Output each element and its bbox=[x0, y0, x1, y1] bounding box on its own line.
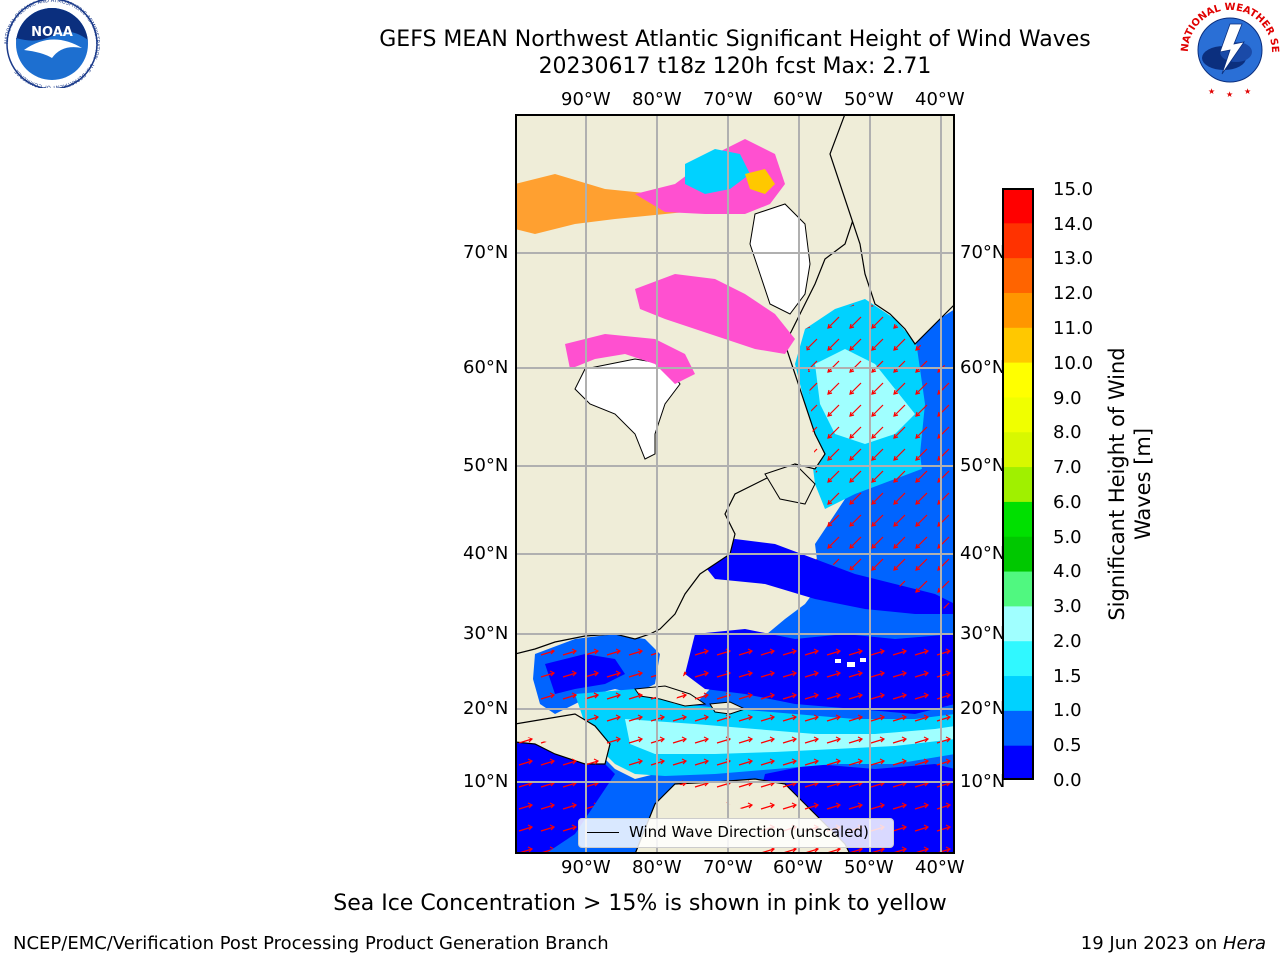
colorbar-segment bbox=[1002, 222, 1034, 259]
baffin-bay bbox=[749, 203, 811, 315]
graticule bbox=[515, 114, 955, 854]
chart-subtitle: 20230617 t18z 120h fcst Max: 2.71 bbox=[538, 54, 932, 79]
colorbar-segment bbox=[1002, 605, 1034, 642]
map-legend: Wind Wave Direction (unscaled) bbox=[578, 818, 894, 848]
lat-label-left: 40°N bbox=[463, 543, 509, 564]
noaa-logo: NATIONAL OCEANIC AND ATMOSPHERIC ADMINIS… bbox=[0, 0, 104, 90]
colorbar-segment bbox=[1002, 745, 1034, 781]
lat-label-right: 50°N bbox=[960, 455, 1006, 476]
colorbar-segment bbox=[1002, 501, 1034, 537]
lon-label-top: 50°W bbox=[844, 89, 894, 110]
lat-label-right: 10°N bbox=[960, 771, 1006, 792]
colorbar-tick: 9.0 bbox=[1053, 388, 1082, 409]
colorbar-segment bbox=[1002, 710, 1034, 746]
lon-label-bottom: 50°W bbox=[844, 857, 894, 878]
lon-label-top: 90°W bbox=[561, 89, 611, 110]
lat-label-left: 70°N bbox=[463, 242, 509, 263]
lon-label-bottom: 60°W bbox=[773, 857, 823, 878]
colorbar-tick: 3.0 bbox=[1053, 596, 1082, 617]
colorbar-tick: 12.0 bbox=[1053, 283, 1094, 304]
map-panel bbox=[515, 114, 955, 854]
colorbar-segment bbox=[1002, 292, 1034, 328]
chart-title: GEFS MEAN Northwest Atlantic Significant… bbox=[379, 27, 1091, 52]
colorbar-tick: 13.0 bbox=[1053, 248, 1094, 269]
svg-text:★: ★ bbox=[1244, 87, 1251, 96]
lon-label-top: 40°W bbox=[915, 89, 965, 110]
lat-label-left: 30°N bbox=[463, 623, 509, 644]
sea-ice-yellow bbox=[745, 169, 775, 194]
colorbar-tick: 8.0 bbox=[1053, 422, 1082, 443]
colorbar-segment bbox=[1002, 466, 1034, 502]
legend-label: Wind Wave Direction (unscaled) bbox=[629, 823, 869, 841]
lat-label-left: 50°N bbox=[463, 455, 509, 476]
colorbar-tick: 6.0 bbox=[1053, 492, 1082, 513]
lat-label-right: 40°N bbox=[960, 543, 1006, 564]
colorbar-segment bbox=[1002, 396, 1034, 433]
colorbar-tick: 2.0 bbox=[1053, 631, 1082, 652]
ocean-deep-north bbox=[695, 539, 955, 614]
lon-label-top: 60°W bbox=[773, 89, 823, 110]
lat-label-left: 10°N bbox=[463, 771, 509, 792]
colorbar-segment bbox=[1002, 188, 1034, 224]
sea-ice-note: Sea Ice Concentration > 15% is shown in … bbox=[333, 891, 947, 916]
map-svg bbox=[515, 114, 955, 854]
footer-date: 19 Jun 2023 on Hera bbox=[1080, 933, 1266, 954]
lon-label-bottom: 90°W bbox=[561, 857, 611, 878]
colorbar bbox=[1002, 188, 1034, 781]
colorbar-tick: 7.0 bbox=[1053, 457, 1082, 478]
sea-ice-pink-3 bbox=[635, 274, 795, 354]
colorbar-segment bbox=[1002, 571, 1034, 607]
lat-label-left: 20°N bbox=[463, 698, 509, 719]
lat-label-right: 20°N bbox=[960, 698, 1006, 719]
colorbar-tick: 11.0 bbox=[1053, 318, 1094, 339]
colorbar-svg bbox=[1002, 188, 1034, 781]
colorbar-tick: 5.0 bbox=[1053, 527, 1082, 548]
colorbar-tick: 10.0 bbox=[1053, 353, 1094, 374]
footer-host: Hera bbox=[1222, 933, 1266, 954]
lat-label-right: 60°N bbox=[960, 357, 1006, 378]
colorbar-segment bbox=[1002, 675, 1034, 711]
svg-text:NOAA: NOAA bbox=[31, 25, 73, 40]
lon-label-top: 80°W bbox=[632, 89, 682, 110]
nws-logo: NATIONAL WEATHER SERVICE ★ ★ ★ bbox=[1174, 0, 1280, 100]
colorbar-tick: 1.5 bbox=[1053, 666, 1082, 687]
lat-label-right: 70°N bbox=[960, 242, 1006, 263]
colorbar-segment bbox=[1002, 362, 1034, 398]
sea-ice-pink bbox=[565, 334, 695, 384]
lat-label-right: 30°N bbox=[960, 623, 1006, 644]
land-greenland bbox=[829, 114, 955, 345]
lon-label-bottom: 40°W bbox=[915, 857, 965, 878]
lon-label-top: 70°W bbox=[703, 89, 753, 110]
legend-line-swatch bbox=[587, 832, 619, 833]
colorbar-segment bbox=[1002, 536, 1034, 572]
sea-ice-cyan bbox=[685, 149, 750, 194]
colorbar-frame bbox=[1002, 188, 1034, 780]
svg-text:★: ★ bbox=[1208, 87, 1215, 96]
colorbar-segment bbox=[1002, 327, 1034, 363]
colorbar-tick: 15.0 bbox=[1053, 179, 1094, 200]
colorbar-segment bbox=[1002, 431, 1034, 468]
lat-label-left: 60°N bbox=[463, 357, 509, 378]
colorbar-segment bbox=[1002, 640, 1034, 677]
colorbar-tick: 0.5 bbox=[1053, 735, 1082, 756]
svg-text:★: ★ bbox=[1226, 90, 1233, 99]
lon-label-bottom: 70°W bbox=[703, 857, 753, 878]
lon-label-bottom: 80°W bbox=[632, 857, 682, 878]
colorbar-segment bbox=[1002, 257, 1034, 293]
map-frame bbox=[515, 114, 955, 854]
footer-credit: NCEP/EMC/Verification Post Processing Pr… bbox=[13, 933, 609, 954]
colorbar-tick: 0.0 bbox=[1053, 770, 1082, 791]
colorbar-tick: 1.0 bbox=[1053, 700, 1082, 721]
colorbar-tick: 4.0 bbox=[1053, 561, 1082, 582]
colorbar-tick: 14.0 bbox=[1053, 214, 1094, 235]
